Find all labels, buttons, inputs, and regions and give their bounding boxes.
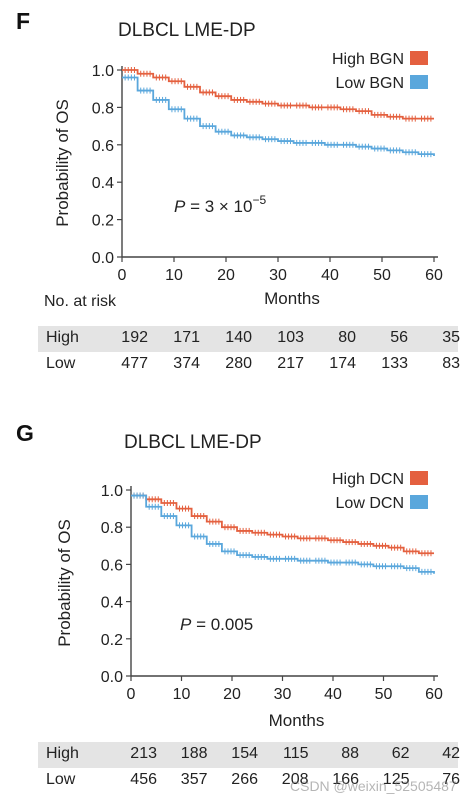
- risk-count-cell: 188: [180, 745, 208, 762]
- chart-title-g: DLBCL LME-DP: [124, 432, 262, 453]
- legend-swatch: [410, 495, 428, 509]
- series-line-low: [122, 76, 435, 157]
- risk-count-cell: 76: [442, 771, 460, 788]
- y-axis-label: Probability of OS: [55, 519, 74, 647]
- survival-plot-g: 0.0 0.2 0.4 0.6 0.8 1.0 0 10 20 30 40 50 60 Probabili…: [55, 471, 443, 730]
- risk-count-cell: 171: [173, 329, 200, 346]
- x-tick-label: 60: [425, 686, 443, 703]
- risk-count-cell: 213: [130, 745, 157, 762]
- risk-count-cell: 374: [173, 355, 200, 372]
- y-tick-label: 0.8: [92, 100, 114, 117]
- y-tick-label: 0.8: [101, 520, 123, 537]
- risk-row-label: Low: [46, 355, 76, 372]
- x-tick-label: 50: [373, 267, 391, 284]
- risk-row-label: High: [46, 745, 79, 762]
- series-line-low: [131, 494, 435, 574]
- risk-count-cell: 140: [225, 329, 252, 346]
- x-tick-label: 50: [375, 686, 393, 703]
- y-tick-label: 0.0: [101, 669, 123, 686]
- x-tick-label: 40: [324, 686, 342, 703]
- y-tick-label: 1.0: [101, 483, 123, 500]
- y-tick-label: 0.2: [92, 213, 114, 230]
- risk-count-cell: 174: [329, 355, 356, 372]
- p-value-annotation: P = 3 × 10−5: [174, 193, 266, 216]
- x-axis-label: Months: [264, 289, 320, 308]
- survival-plot-f: 0.0 0.2 0.4 0.6 0.8 1.0 0 10 20 30 40 50 60 Probabili…: [53, 51, 443, 308]
- legend-label: High BGN: [332, 51, 404, 68]
- y-tick-label: 0.2: [101, 632, 123, 649]
- risk-row-label: High: [46, 329, 79, 346]
- risk-count-cell: 154: [231, 745, 258, 762]
- legend-swatch: [410, 75, 428, 89]
- x-tick-label: 20: [223, 686, 241, 703]
- y-axis-label: Probability of OS: [53, 99, 72, 227]
- y-tick-label: 1.0: [92, 63, 114, 80]
- legend-label: Low BGN: [336, 75, 404, 92]
- risk-count-cell: 56: [390, 329, 408, 346]
- risk-count-cell: 133: [381, 355, 408, 372]
- risk-count-cell: 192: [121, 329, 148, 346]
- risk-count-cell: 83: [442, 355, 460, 372]
- risk-count-cell: 88: [341, 745, 359, 762]
- panel-letter-g: G: [16, 420, 34, 446]
- risk-count-cell: 280: [225, 355, 252, 372]
- x-tick-label: 60: [425, 267, 443, 284]
- y-tick-label: 0.0: [92, 250, 114, 267]
- risk-table-header-f: No. at risk: [44, 293, 117, 310]
- risk-count-cell: 456: [130, 771, 157, 788]
- risk-count-cell: 217: [277, 355, 304, 372]
- y-tick-label: 0.4: [92, 175, 114, 192]
- p-value-annotation: P = 0.005: [180, 615, 253, 634]
- x-tick-label: 10: [165, 267, 183, 284]
- risk-count-cell: 477: [121, 355, 148, 372]
- legend-label: Low DCN: [336, 495, 404, 512]
- series-line-high: [122, 69, 434, 120]
- y-tick-label: 0.6: [92, 138, 114, 155]
- risk-count-cell: 62: [391, 745, 410, 762]
- risk-row-label: Low: [46, 771, 76, 788]
- risk-row-high: High 192 171 140 103 80 56 35: [38, 326, 460, 352]
- x-tick-label: 30: [274, 686, 292, 703]
- legend-swatch: [410, 51, 428, 65]
- x-tick-label: 30: [269, 267, 287, 284]
- panel-letter-f: F: [16, 8, 31, 34]
- risk-count-cell: 166: [332, 771, 359, 788]
- risk-count-cell: 103: [277, 329, 304, 346]
- series-line-high: [131, 494, 434, 555]
- watermark: CSDN @weixin_52505487: [290, 778, 457, 794]
- risk-count-cell: 266: [231, 771, 258, 788]
- risk-count-cell: 35: [442, 329, 460, 346]
- legend-label: High DCN: [332, 471, 404, 488]
- x-tick-label: 0: [127, 686, 136, 703]
- legend-swatch: [410, 471, 428, 485]
- risk-row-low: Low 456 357 266 208 166 125 76: [38, 768, 460, 794]
- y-tick-label: 0.6: [101, 557, 123, 574]
- chart-title-f: DLBCL LME-DP: [118, 20, 256, 41]
- risk-count-cell: 42: [442, 745, 460, 762]
- x-tick-label: 0: [118, 267, 127, 284]
- risk-row-high: High 213 188 154 115 88 62 42: [38, 742, 460, 768]
- y-tick-label: 0.4: [101, 595, 123, 612]
- risk-count-cell: 357: [180, 771, 208, 788]
- risk-count-cell: 208: [281, 771, 309, 788]
- x-tick-label: 40: [321, 267, 339, 284]
- x-tick-label: 10: [173, 686, 191, 703]
- risk-count-cell: 80: [338, 329, 356, 346]
- x-axis-label: Months: [269, 711, 325, 730]
- x-tick-label: 20: [217, 267, 235, 284]
- risk-row-low: Low 477 374 280 217 174 133 83: [38, 352, 460, 378]
- risk-count-cell: 125: [382, 771, 410, 788]
- risk-count-cell: 115: [282, 745, 309, 762]
